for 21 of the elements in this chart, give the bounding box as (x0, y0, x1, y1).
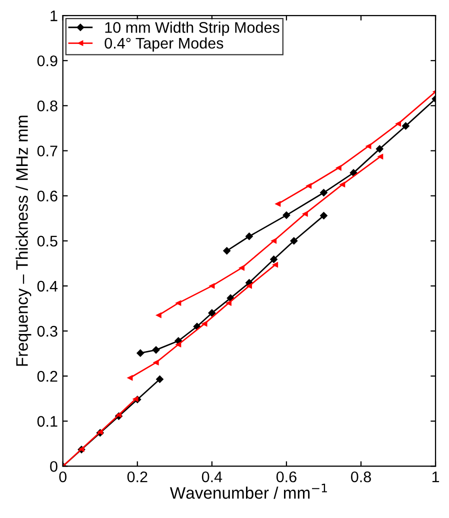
x-tick-label: 0.8 (350, 471, 371, 482)
y-tick-label: 0.2 (37, 370, 58, 382)
y-tick-label: 0.6 (37, 190, 58, 202)
x-axis-title: Wavenumber / mm$^{−1}$ (170, 484, 327, 499)
legend-label: 0.4° Taper Modes (104, 37, 224, 52)
y-tick-label: 0.1 (37, 416, 58, 427)
y-tick-label: 0.7 (37, 146, 58, 156)
x-tick-label: 0 (59, 471, 67, 482)
x-tick-label: 0.4 (202, 471, 222, 482)
x-tick-label: 0.2 (127, 471, 148, 482)
x-tick-label: 0.6 (276, 471, 296, 482)
y-tick-label: 0.9 (37, 55, 58, 66)
y-tick-label: 0.3 (37, 326, 58, 337)
y-tick-label: 1 (50, 10, 58, 22)
y-tick-label: 0 (50, 461, 58, 472)
y-tick-label: 0.4 (37, 280, 58, 292)
y-tick-label: 0.5 (37, 236, 58, 247)
y-axis-title: Frequency – Thickness / MHz mm (16, 116, 32, 366)
y-tick-label: 0.8 (37, 100, 58, 112)
x-tick-label: 1 (432, 472, 440, 482)
legend-label: 10 mm Width Strip Modes (105, 22, 280, 36)
